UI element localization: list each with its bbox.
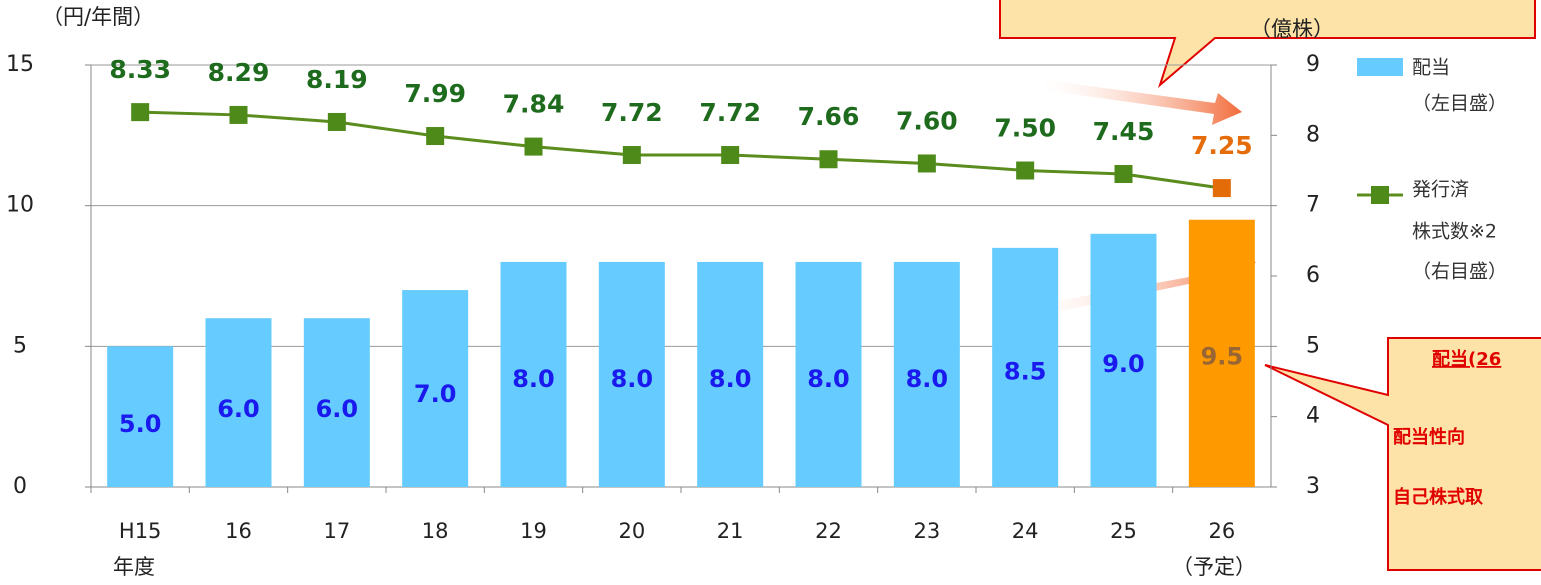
line-label: 7.60	[896, 106, 958, 135]
x-tick-label: 20	[618, 519, 645, 543]
legend-label: 株式数※2	[1412, 221, 1497, 243]
y-tick-label: 10	[6, 193, 34, 218]
x-tick-label: 16	[225, 519, 252, 543]
marker	[1016, 161, 1035, 180]
x-tick-label: 18	[422, 519, 449, 543]
x-tick-label: 24	[1012, 519, 1039, 543]
marker	[1212, 179, 1231, 198]
bar	[107, 346, 174, 487]
marker	[917, 154, 936, 173]
bar-label: 6.0	[217, 395, 260, 423]
marker	[524, 137, 543, 156]
bar	[1090, 233, 1157, 487]
y2-tick-label: 8	[1306, 122, 1320, 147]
marker	[721, 146, 740, 165]
callout-text: 配当(26	[1432, 348, 1501, 370]
line	[140, 110, 1223, 190]
line-label: 7.72	[601, 98, 663, 127]
bar	[402, 290, 469, 487]
x-tick-label: 22	[815, 519, 842, 543]
bar	[795, 261, 862, 487]
x-axis-note: （予定）	[1172, 555, 1256, 579]
marker	[426, 127, 445, 146]
y2-tick-label: 5	[1306, 333, 1320, 358]
marker	[327, 112, 346, 131]
bar	[598, 261, 665, 487]
bar-label: 9.0	[1102, 350, 1145, 378]
x-tick-label: H15	[119, 519, 162, 543]
arrow	[1043, 80, 1242, 125]
line-label: 7.45	[1093, 117, 1155, 146]
y2-tick-label: 7	[1306, 193, 1320, 218]
line-label: 7.66	[798, 102, 860, 131]
bar-label: 8.0	[611, 365, 654, 393]
line-label: 7.84	[503, 90, 565, 119]
bar-label: 8.0	[906, 365, 949, 393]
bar-label: 7.0	[414, 380, 457, 408]
bar-label: 8.0	[807, 365, 850, 393]
marker	[131, 103, 150, 122]
bar-label: 8.0	[512, 365, 555, 393]
bar	[697, 261, 764, 487]
bar	[893, 261, 960, 487]
callout-right	[1264, 337, 1541, 571]
bar	[500, 261, 567, 487]
bar	[205, 318, 272, 487]
line-label: 7.72	[699, 98, 761, 127]
legend-label: （左目盛）	[1412, 93, 1507, 115]
x-tick-label: 21	[717, 519, 744, 543]
line-label: 8.29	[208, 58, 270, 87]
bar	[1188, 219, 1255, 487]
y-axis-label: （円/年間）	[42, 5, 154, 29]
y2-tick-label: 9	[1306, 52, 1320, 77]
x-tick-label: 19	[520, 519, 547, 543]
legend-marker	[1371, 186, 1389, 204]
legend-label: 配当	[1412, 57, 1450, 79]
callout-text: 自己株式取	[1393, 486, 1484, 508]
x-tick-label: 17	[323, 519, 350, 543]
y-tick-label: 5	[13, 333, 27, 358]
y2-tick-label: 3	[1306, 474, 1320, 499]
bar-label: 8.5	[1004, 358, 1047, 386]
line-label: 7.50	[994, 114, 1056, 143]
callout-text: 配当性向	[1393, 426, 1465, 448]
line-label: 8.33	[109, 55, 171, 84]
legend-label: （右目盛）	[1412, 261, 1507, 283]
callout-top	[999, 0, 1536, 89]
line-label: 7.99	[404, 79, 466, 108]
line-label: 7.25	[1191, 131, 1253, 160]
y-tick-label: 15	[6, 52, 34, 77]
y2-tick-label: 4	[1306, 404, 1320, 429]
bar	[992, 247, 1059, 487]
legend-label: 発行済	[1412, 179, 1469, 201]
x-tick-label: 23	[913, 519, 940, 543]
bar	[303, 318, 370, 487]
legend-swatch	[1357, 58, 1403, 76]
x-tick-label: 26	[1208, 519, 1235, 543]
bar-label: 9.5	[1201, 343, 1244, 371]
bar-label: 8.0	[709, 365, 752, 393]
y-tick-label: 0	[13, 474, 27, 499]
marker	[1114, 165, 1133, 184]
x-axis-label: 年度	[113, 555, 155, 579]
bar-label: 5.0	[119, 410, 162, 438]
bar-label: 6.0	[316, 395, 359, 423]
x-tick-label: 25	[1110, 519, 1137, 543]
y2-axis-label: （億株）	[1250, 17, 1334, 41]
line-label: 8.19	[306, 65, 368, 94]
y2-tick-label: 6	[1306, 263, 1320, 288]
marker	[622, 146, 641, 165]
marker	[819, 150, 838, 169]
marker	[229, 105, 248, 124]
